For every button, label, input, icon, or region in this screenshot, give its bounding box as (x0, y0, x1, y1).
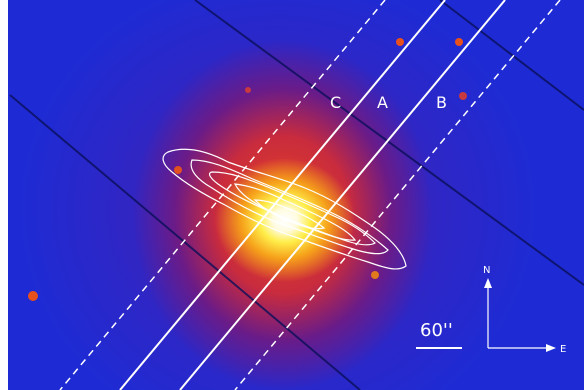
star (28, 291, 38, 301)
slit-line-solid (119, 0, 446, 390)
sky-background (8, 0, 584, 390)
slit-line-dashed (234, 0, 561, 390)
scale-bar-label: 60'' (420, 320, 453, 341)
artifact-stripes (9, 0, 584, 390)
contour-inner (253, 199, 326, 230)
slit-label-b: B (436, 93, 447, 112)
artifact-stripe (9, 94, 361, 390)
star (459, 92, 467, 100)
point-sources (28, 38, 467, 301)
star (455, 38, 463, 46)
star (371, 271, 379, 279)
north-arrowhead (484, 278, 492, 288)
artifact-stripe (439, 0, 584, 111)
contours (162, 148, 407, 270)
slit-label-c: C (330, 93, 341, 112)
slit-lines-solid (119, 0, 506, 390)
contour-2 (190, 159, 389, 255)
star (245, 87, 251, 93)
compass-north-label: N (483, 265, 490, 276)
east-arrowhead (546, 344, 556, 352)
star (174, 166, 182, 174)
compass-east-label: E (560, 344, 566, 355)
artifact-stripe (194, 0, 584, 286)
contour-3 (208, 171, 376, 246)
contour-outer (162, 148, 407, 270)
star (396, 38, 404, 46)
slit-lines-dashed (59, 0, 561, 390)
slit-label-a: A (377, 93, 388, 112)
slit-line-solid (179, 0, 506, 390)
compass (484, 278, 556, 352)
